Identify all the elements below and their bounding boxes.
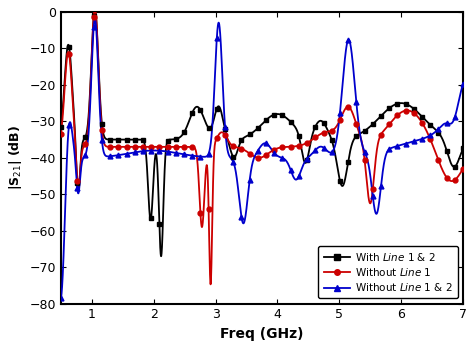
Y-axis label: |S$_{21}$| (dB): |S$_{21}$| (dB)	[7, 125, 24, 190]
X-axis label: Freq (GHz): Freq (GHz)	[220, 327, 304, 341]
Legend: With $\it{Line}$ 1 & 2, Without $\it{Line}$ 1, Without $\it{Line}$ 1 & 2: With $\it{Line}$ 1 & 2, Without $\it{Lin…	[319, 246, 458, 299]
